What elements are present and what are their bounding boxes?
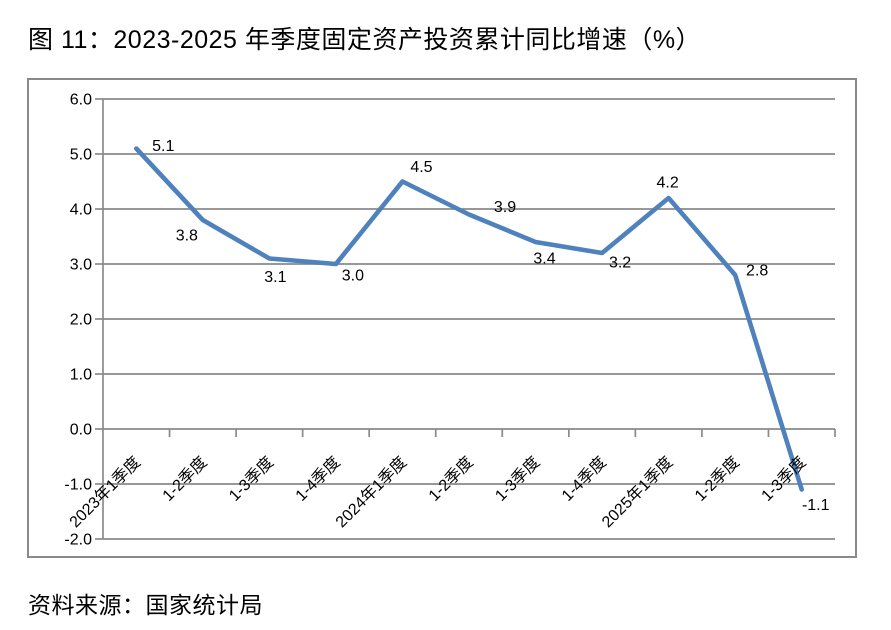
y-axis-label: 2.0: [70, 312, 92, 329]
y-axis-label: -1.0: [64, 477, 92, 494]
figure-title: 图 11：2023-2025 年季度固定资产投资累计同比增速（%）: [28, 26, 702, 54]
line-chart: 6.0 5.0 4.0 3.0 2.0 1.0 0.0 -1.0 -2.0 5.1 3.8 3.1 3.…: [64, 92, 836, 549]
x-axis-label: 1-2季度: [159, 453, 211, 505]
y-axis-label: 6.0: [70, 92, 92, 109]
x-axis-label: 1-3季度: [492, 453, 544, 505]
data-label: 3.0: [342, 268, 364, 285]
y-axis-label: 3.0: [70, 257, 92, 274]
data-label: 3.4: [533, 251, 555, 268]
data-label: -1.1: [802, 497, 830, 514]
data-label: 4.5: [410, 159, 432, 176]
data-label: 5.1: [152, 138, 174, 155]
data-label: 3.2: [609, 255, 631, 272]
y-axis-label: 5.0: [70, 147, 92, 164]
data-label: 3.1: [264, 269, 286, 286]
y-axis-label: 0.0: [70, 422, 92, 439]
data-label: 3.9: [494, 199, 516, 216]
data-label: 4.2: [657, 175, 679, 192]
chart-frame: 6.0 5.0 4.0 3.0 2.0 1.0 0.0 -1.0 -2.0 5.1 3.8 3.1 3.…: [27, 78, 857, 558]
x-axis-label: 1-2季度: [425, 453, 477, 505]
series-line: [134, 146, 805, 492]
y-axis-label: 1.0: [70, 367, 92, 384]
data-label: 2.8: [746, 263, 768, 280]
x-axis-label: 2024年1季度: [332, 453, 410, 531]
y-axis-label: -2.0: [64, 532, 92, 549]
y-axis-label: 4.0: [70, 202, 92, 219]
x-axis-label: 1-2季度: [691, 453, 743, 505]
data-label: 3.8: [176, 228, 198, 245]
x-axis-label: 2025年1季度: [598, 453, 676, 531]
source-note: 资料来源：国家统计局: [28, 592, 263, 618]
x-axis-label: 1-4季度: [292, 453, 344, 505]
x-axis-label: 1-4季度: [558, 453, 610, 505]
x-axis-label: 1-3季度: [225, 453, 277, 505]
